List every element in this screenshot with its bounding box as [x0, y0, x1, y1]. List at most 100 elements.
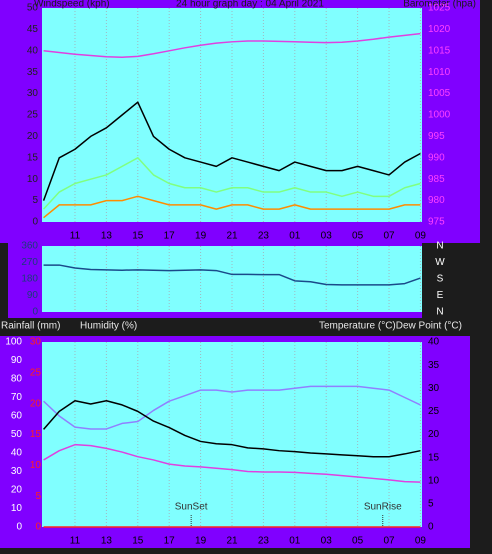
series-line — [43, 264, 421, 286]
y-tick-label: 0 — [32, 217, 38, 228]
x-tick-label: 09 — [415, 536, 427, 547]
y2-tick-label: N — [436, 307, 443, 318]
y2-tick-label: 40 — [428, 337, 440, 348]
x-tick-label: 05 — [352, 536, 364, 547]
y-tick-label: 80 — [11, 374, 23, 385]
x-tick-label: 23 — [258, 231, 270, 242]
y-tick-label: 70 — [11, 392, 23, 403]
y2-tick-label: 25 — [428, 406, 440, 417]
y-tick-label: 270 — [21, 257, 38, 268]
x-tick-label: 19 — [195, 536, 207, 547]
y2-tick-label: 10 — [428, 475, 440, 486]
y-tick-label: 10 — [27, 174, 39, 185]
y-tick-label: 0 — [16, 522, 22, 533]
y-tick-label: 50 — [11, 429, 23, 440]
x-tick-label: 17 — [164, 231, 176, 242]
x-tick-label: 23 — [258, 536, 270, 547]
y-tick-label: 25 — [27, 110, 39, 121]
x-tick-label: 07 — [383, 231, 395, 242]
y-tick-label: 60 — [11, 411, 23, 422]
x-tick-label: 21 — [226, 231, 238, 242]
annotation-label: SunSet — [175, 502, 208, 513]
y2-tick-label: 0 — [428, 522, 434, 533]
x-tick-label: 11 — [70, 536, 81, 547]
y-tick-label: 100 — [5, 337, 22, 348]
y3-tick-label: 5 — [35, 491, 41, 502]
x-tick-label: 05 — [352, 231, 364, 242]
humidity-axis-label: Humidity (%) — [80, 321, 137, 332]
y-tick-label: 360 — [21, 241, 38, 252]
y-tick-label: 20 — [27, 131, 39, 142]
series-line — [43, 443, 421, 483]
y2-tick-label: 990 — [428, 152, 445, 163]
y2-tick-label: S — [437, 274, 444, 285]
y-tick-label: 90 — [11, 355, 23, 366]
rainfall-axis-label: Rainfall (mm) — [1, 321, 60, 332]
x-tick-label: 19 — [195, 231, 207, 242]
y-tick-label: 50 — [27, 3, 39, 14]
y2-tick-label: N — [436, 241, 443, 252]
y3-tick-label: 10 — [30, 460, 42, 471]
chart-title: 24 hour graph day : 04 April 2021 — [176, 0, 324, 10]
barometer-axis-label: Barometer (hpa) — [403, 0, 476, 10]
y2-tick-label: 5 — [428, 499, 434, 510]
x-tick-label: 15 — [132, 231, 144, 242]
temperature-axis-label: Temperature (°C)Dew Point (°C) — [319, 321, 462, 332]
y3-tick-label: 20 — [30, 398, 42, 409]
x-tick-label: 13 — [101, 536, 113, 547]
y-tick-label: 30 — [27, 88, 39, 99]
y3-tick-label: 25 — [30, 367, 42, 378]
x-tick-label: 03 — [321, 231, 333, 242]
y-tick-label: 40 — [27, 45, 39, 56]
y-tick-label: 20 — [11, 485, 23, 496]
series-line — [42, 101, 421, 201]
y2-tick-label: 20 — [428, 429, 440, 440]
y3-tick-label: 30 — [30, 337, 42, 348]
series-line — [43, 157, 421, 210]
y2-tick-label: 975 — [428, 217, 445, 228]
y-tick-label: 5 — [32, 195, 38, 206]
y2-tick-label: 1020 — [428, 24, 451, 35]
y2-tick-label: 1000 — [428, 110, 451, 121]
x-tick-label: 13 — [101, 231, 113, 242]
series-line — [43, 32, 421, 58]
y2-tick-label: 30 — [428, 383, 440, 394]
y-tick-label: 15 — [27, 152, 39, 163]
x-tick-label: 01 — [289, 536, 301, 547]
x-tick-label: 09 — [415, 231, 427, 242]
y2-tick-label: 1025 — [428, 3, 451, 14]
x-tick-label: 01 — [289, 231, 301, 242]
x-tick-label: 11 — [70, 231, 81, 242]
x-tick-label: 21 — [226, 536, 238, 547]
y-tick-label: 35 — [27, 67, 39, 78]
y2-tick-label: W — [435, 257, 445, 268]
y-tick-label: 180 — [21, 274, 38, 285]
y2-tick-label: 980 — [428, 195, 445, 206]
y2-tick-label: 1015 — [428, 45, 451, 56]
x-tick-label: 17 — [164, 536, 176, 547]
y3-tick-label: 0 — [35, 522, 41, 533]
y3-tick-label: 15 — [30, 429, 42, 440]
series-line — [43, 195, 421, 219]
series-line — [43, 385, 421, 430]
y2-tick-label: 1005 — [428, 88, 451, 99]
x-tick-label: 15 — [132, 536, 144, 547]
y2-tick-label: 15 — [428, 452, 440, 463]
y2-tick-label: 995 — [428, 131, 445, 142]
y-tick-label: 10 — [11, 503, 23, 514]
wind-plot-area — [42, 8, 422, 222]
y-tick-label: 30 — [11, 466, 23, 477]
y2-tick-label: E — [437, 290, 444, 301]
y2-tick-label: 35 — [428, 360, 440, 371]
series-line — [43, 399, 421, 458]
x-tick-label: 07 — [383, 536, 395, 547]
y-tick-label: 0 — [32, 307, 38, 318]
y2-tick-label: 1010 — [428, 67, 451, 78]
y-tick-label: 90 — [27, 290, 39, 301]
y2-tick-label: 985 — [428, 174, 445, 185]
wind-axis-label: Windspeed (kph) — [34, 0, 110, 10]
y-tick-label: 45 — [27, 24, 39, 35]
annotation-label: SunRise — [364, 502, 402, 513]
